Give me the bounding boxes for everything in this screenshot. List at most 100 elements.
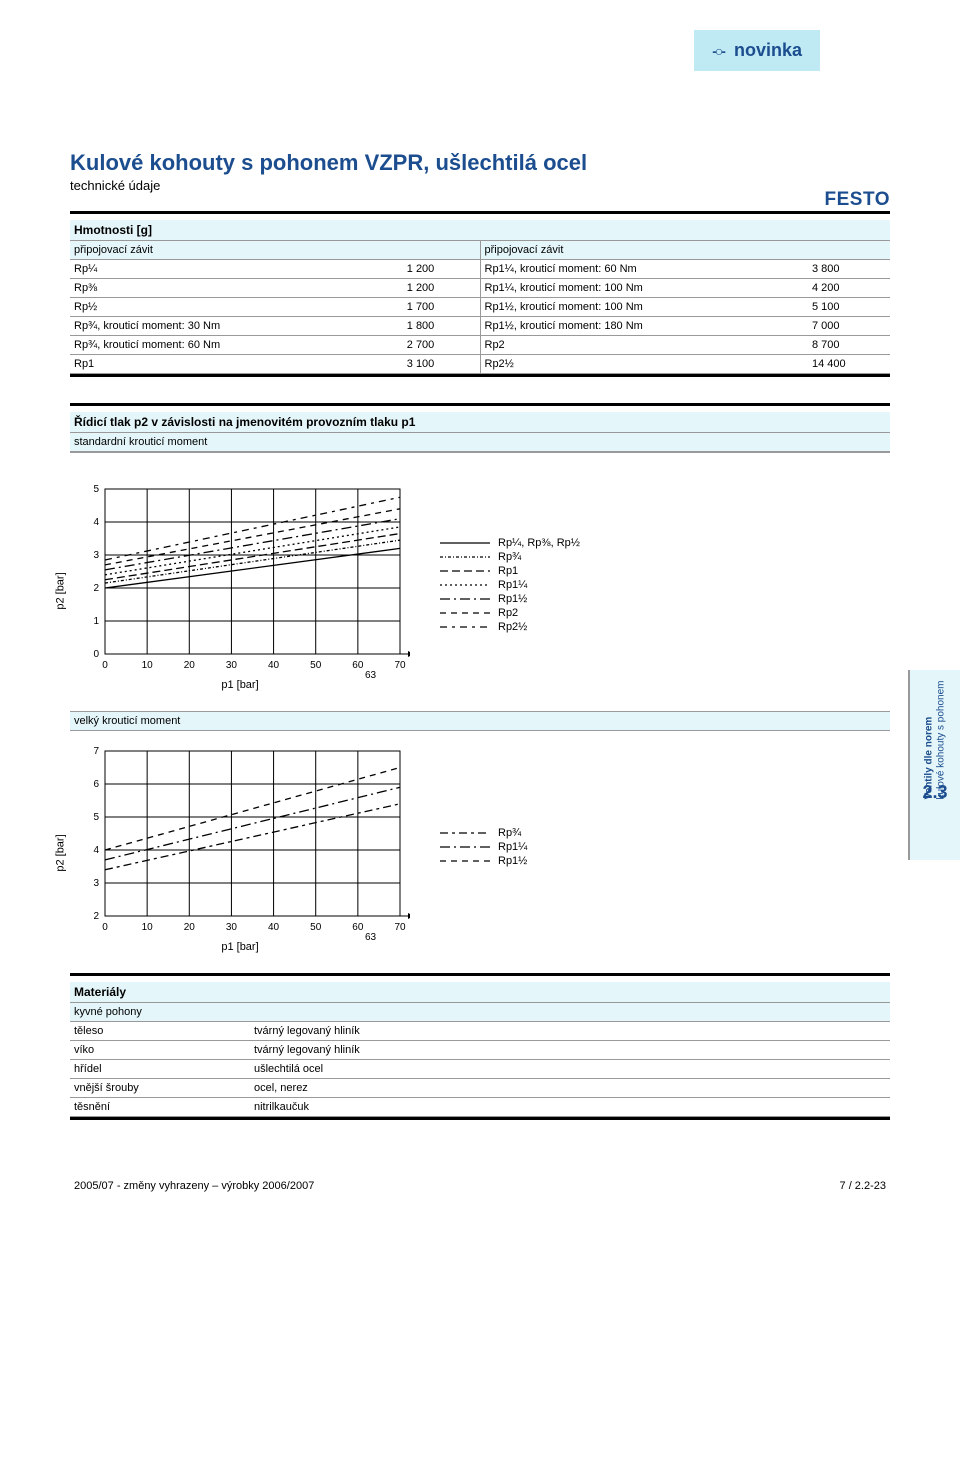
chart-sub1: standardní krouticí moment [70, 433, 890, 452]
legend-row: Rp1 [440, 565, 580, 577]
svg-text:5: 5 [93, 812, 99, 823]
table-cell: 4 200 [808, 279, 890, 298]
svg-text:0: 0 [93, 649, 99, 660]
legend-label: Rp¼, Rp⅜, Rp½ [498, 537, 580, 549]
table-cell: tvárný legovaný hliník [250, 1041, 890, 1060]
table-row: Rp1¼, krouticí moment: 100 Nm4 200 [481, 279, 891, 298]
table-row: těsněnínitrilkaučuk [70, 1098, 890, 1117]
svg-text:50: 50 [310, 922, 322, 933]
svg-text:20: 20 [184, 922, 196, 933]
table-cell: 7 000 [808, 317, 890, 336]
legend-label: Rp2 [498, 607, 518, 619]
svg-text:70: 70 [394, 922, 406, 933]
legend-label: Rp1¼ [498, 841, 527, 853]
weights-left-header: připojovací závit [70, 241, 480, 260]
legend-label: Rp1 [498, 565, 518, 577]
table-cell: Rp¼ [70, 260, 403, 279]
table-row: Rp2½14 400 [481, 355, 891, 374]
table-cell: Rp¾, krouticí moment: 60 Nm [70, 336, 403, 355]
chart2-legend: Rp¾ Rp1¼ Rp1½ [440, 825, 527, 869]
legend-row: Rp¼, Rp⅜, Rp½ [440, 537, 580, 549]
weights-heading: Hmotnosti [g] [70, 220, 890, 241]
table-cell: Rp½ [70, 298, 403, 317]
svg-text:4: 4 [93, 845, 99, 856]
page-subtitle: technické údaje [70, 178, 587, 193]
legend-label: Rp¾ [498, 551, 521, 563]
legend-label: Rp1½ [498, 593, 527, 605]
svg-text:3: 3 [93, 878, 99, 889]
table-row: Rp1¼, krouticí moment: 60 Nm3 800 [481, 260, 891, 279]
svg-text:40: 40 [268, 922, 280, 933]
svg-text:63: 63 [365, 932, 377, 941]
chart1-xlabel: p1 [bar] [70, 679, 410, 691]
table-cell: Rp1¼, krouticí moment: 60 Nm [481, 260, 808, 279]
table-cell: 3 800 [808, 260, 890, 279]
svg-text:6: 6 [93, 779, 99, 790]
svg-text:60: 60 [352, 922, 364, 933]
table-cell: ocel, nerez [250, 1079, 890, 1098]
svg-text:2: 2 [93, 583, 99, 594]
brand-logo: FESTO [825, 189, 891, 211]
svg-text:5: 5 [93, 484, 99, 495]
svg-text:0: 0 [102, 922, 108, 933]
table-cell: 3 100 [403, 355, 480, 374]
chart1-ylabel: p2 [bar] [55, 572, 67, 609]
table-cell: hřídel [70, 1060, 250, 1079]
table-row: Rp½1 700 [70, 298, 480, 317]
svg-text:70: 70 [394, 660, 406, 671]
table-cell: ušlechtilá ocel [250, 1060, 890, 1079]
weights-table: Hmotnosti [g] připojovací závit Rp¼1 200… [70, 211, 890, 377]
table-cell: těsnění [70, 1098, 250, 1117]
legend-label: Rp1½ [498, 855, 527, 867]
sidetab-line2: kulové kohouty s pohonem [935, 680, 946, 799]
chart1-legend: Rp¼, Rp⅜, Rp½Rp¾Rp1Rp1¼Rp1½Rp2Rp2½ [440, 535, 580, 635]
chart-sub2: velký krouticí moment [70, 711, 890, 731]
svg-text:30: 30 [226, 660, 238, 671]
svg-text:3: 3 [93, 550, 99, 561]
svg-text:63: 63 [365, 670, 377, 679]
svg-text:0: 0 [102, 660, 108, 671]
svg-text:4: 4 [93, 517, 99, 528]
svg-text:10: 10 [142, 922, 154, 933]
legend-row: Rp1¼ [440, 841, 527, 853]
table-row: Rp1½, krouticí moment: 180 Nm7 000 [481, 317, 891, 336]
table-cell: 1 200 [403, 279, 480, 298]
chart1-block: p2 [bar] 01020304050607001234563 p1 [bar… [70, 479, 890, 691]
table-cell: Rp¾, krouticí moment: 30 Nm [70, 317, 403, 336]
table-row: Rp¾, krouticí moment: 60 Nm2 700 [70, 336, 480, 355]
table-cell: Rp2 [481, 336, 808, 355]
table-cell: nitrilkaučuk [250, 1098, 890, 1117]
svg-text:10: 10 [142, 660, 154, 671]
table-row: Rp13 100 [70, 355, 480, 374]
chart-heading: Řídicí tlak p2 v závislosti na jmenovité… [70, 412, 890, 433]
svg-text:7: 7 [93, 746, 99, 757]
materials-heading: Materiály [70, 982, 890, 1003]
table-row: vnější šroubyocel, nerez [70, 1079, 890, 1098]
legend-row: Rp2 [440, 607, 580, 619]
sidetab-line1: Ventily dle norem [923, 716, 934, 799]
svg-text:50: 50 [310, 660, 322, 671]
table-row: Rp28 700 [481, 336, 891, 355]
legend-label: Rp2½ [498, 621, 527, 633]
page-footer: 2005/07 - změny vyhrazeny – výrobky 2006… [70, 1180, 890, 1192]
materials-sub: kyvné pohony [70, 1003, 890, 1022]
table-cell: 8 700 [808, 336, 890, 355]
table-cell: víko [70, 1041, 250, 1060]
legend-row: Rp2½ [440, 621, 580, 633]
table-cell: 2 700 [403, 336, 480, 355]
table-cell: Rp1 [70, 355, 403, 374]
legend-row: Rp1½ [440, 593, 580, 605]
legend-label: Rp¾ [498, 827, 521, 839]
table-cell: těleso [70, 1022, 250, 1041]
footer-right: 7 / 2.2-23 [840, 1180, 886, 1192]
table-cell: Rp2½ [481, 355, 808, 374]
table-cell: tvárný legovaný hliník [250, 1022, 890, 1041]
svg-text:60: 60 [352, 660, 364, 671]
svg-text:1: 1 [93, 616, 99, 627]
chart2-block: p2 [bar] 01020304050607023456763 p1 [bar… [70, 741, 890, 953]
materials-table: Materiály kyvné pohony tělesotvárný lego… [70, 973, 890, 1120]
svg-text:2: 2 [93, 911, 99, 922]
svg-text:40: 40 [268, 660, 280, 671]
legend-row: Rp¾ [440, 551, 580, 563]
footer-left: 2005/07 - změny vyhrazeny – výrobky 2006… [74, 1180, 314, 1192]
